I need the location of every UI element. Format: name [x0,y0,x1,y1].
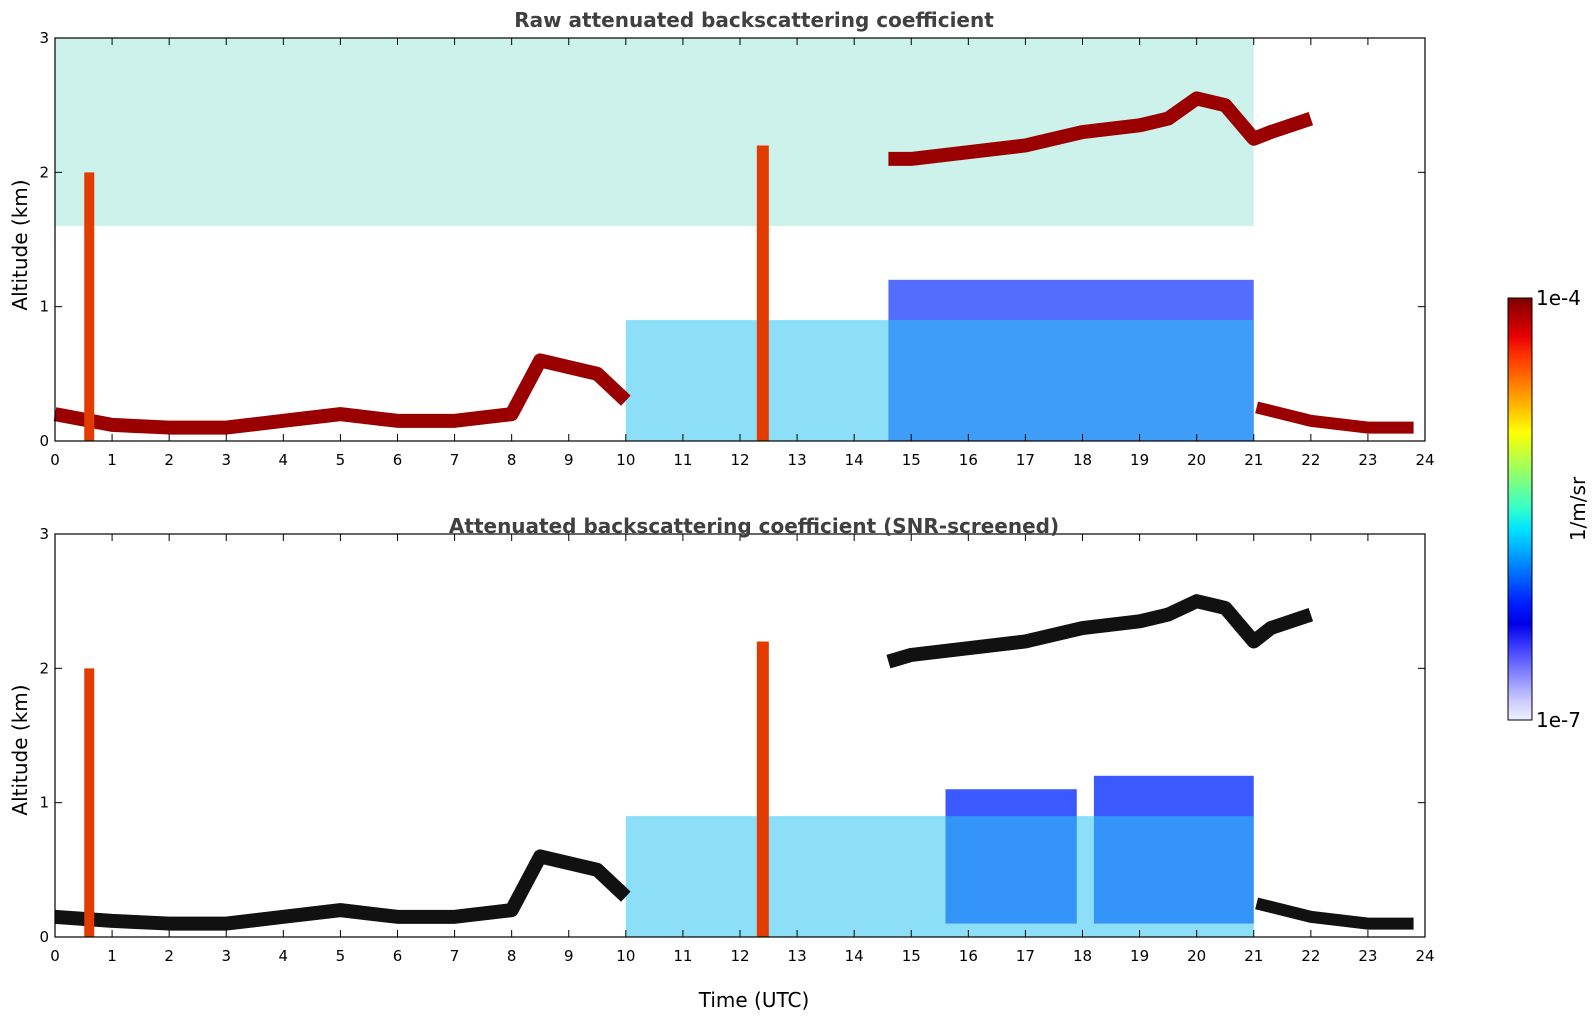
x-tick-label: 16 [959,947,978,965]
x-tick-label: 13 [788,451,807,469]
x-tick-label: 18 [1073,451,1092,469]
x-tick-label: 8 [507,451,517,469]
y-tick-label: 3 [39,29,49,47]
x-tick-label: 24 [1415,947,1434,965]
x-tick-label: 15 [902,451,921,469]
x-tick-label: 3 [221,947,231,965]
y-tick-label: 3 [39,525,49,543]
evening-cloud-layer [1255,897,1414,930]
x-tick-label: 5 [336,947,346,965]
elevated-cloud-layer [888,91,1314,166]
y-tick-label: 2 [39,659,49,677]
x-tick-label: 5 [336,451,346,469]
top-y-axis-label: Altitude (km) [8,179,32,311]
x-tick-label: 17 [1016,451,1035,469]
evening-cloud-layer [1255,401,1414,434]
x-tick-label: 16 [959,451,978,469]
x-tick-label: 14 [845,451,864,469]
snr-screened-backscatter-panel: 0 1 2 3 4 5 6 7 8 9 10 11 12 13 14 15 16 17 18 19 20 21 22 23 24… [39,525,1434,965]
x-tick-label: 4 [279,451,289,469]
x-tick-label: 12 [730,451,749,469]
x-tick-label: 2 [164,451,174,469]
boundary-layer-region [625,816,1254,937]
x-axis-label: Time (UTC) [698,988,810,1012]
colorbar-max-label: 1e-4 [1536,286,1581,310]
x-tick-label: 1 [107,451,117,469]
elevated-cloud-layer [886,594,1314,669]
x-tick-label: 9 [564,947,574,965]
x-tick-label: 11 [673,947,692,965]
y-tick-label: 1 [39,794,49,812]
x-tick-label: 19 [1130,451,1149,469]
cloud-base-layer [54,849,631,931]
y-tick-label: 0 [39,928,49,946]
y-tick-label: 1 [39,298,49,316]
boundary-layer-region [625,320,1254,441]
x-tick-label: 6 [393,451,403,469]
x-tick-label: 20 [1187,947,1206,965]
x-tick-label: 6 [393,947,403,965]
x-tick-label: 24 [1415,451,1434,469]
x-tick-label: 17 [1016,947,1035,965]
x-tick-label: 8 [507,947,517,965]
x-tick-label: 11 [673,451,692,469]
x-tick-label: 22 [1301,451,1320,469]
x-tick-label: 21 [1244,947,1263,965]
x-tick-label: 14 [845,947,864,965]
x-tick-label: 23 [1358,451,1377,469]
colorbar-min-label: 1e-7 [1536,708,1581,732]
x-tick-label: 13 [788,947,807,965]
raw-backscatter-panel: 0 1 2 3 4 5 6 7 8 9 10 11 12 13 14 15 16 17 18 19 20 21 22 23 24… [39,29,1434,469]
x-tick-label: 20 [1187,451,1206,469]
cloud-base-layer [53,353,631,435]
x-tick-label: 7 [450,451,460,469]
x-tick-label: 0 [50,451,60,469]
y-tick-label: 0 [39,432,49,450]
x-tick-label: 7 [450,947,460,965]
colorbar-label: 1/m/sr [1566,476,1590,542]
x-tick-label: 21 [1244,451,1263,469]
x-tick-label: 4 [279,947,289,965]
x-tick-label: 10 [616,451,635,469]
y-tick-label: 2 [39,163,49,181]
bottom-y-axis-label: Altitude (km) [8,684,32,816]
x-tick-label: 0 [50,947,60,965]
top-panel-title: Raw attenuated backscattering coefficien… [514,8,994,32]
x-tick-label: 3 [221,451,231,469]
x-tick-label: 22 [1301,947,1320,965]
x-tick-label: 9 [564,451,574,469]
x-tick-label: 23 [1358,947,1377,965]
x-tick-label: 12 [730,947,749,965]
x-tick-label: 10 [616,947,635,965]
bottom-panel-title: Attenuated backscattering coefficient (S… [448,514,1060,538]
x-tick-label: 19 [1130,947,1149,965]
x-tick-label: 18 [1073,947,1092,965]
colorbar [1507,297,1533,721]
x-tick-label: 1 [107,947,117,965]
x-tick-label: 2 [164,947,174,965]
x-tick-label: 15 [902,947,921,965]
